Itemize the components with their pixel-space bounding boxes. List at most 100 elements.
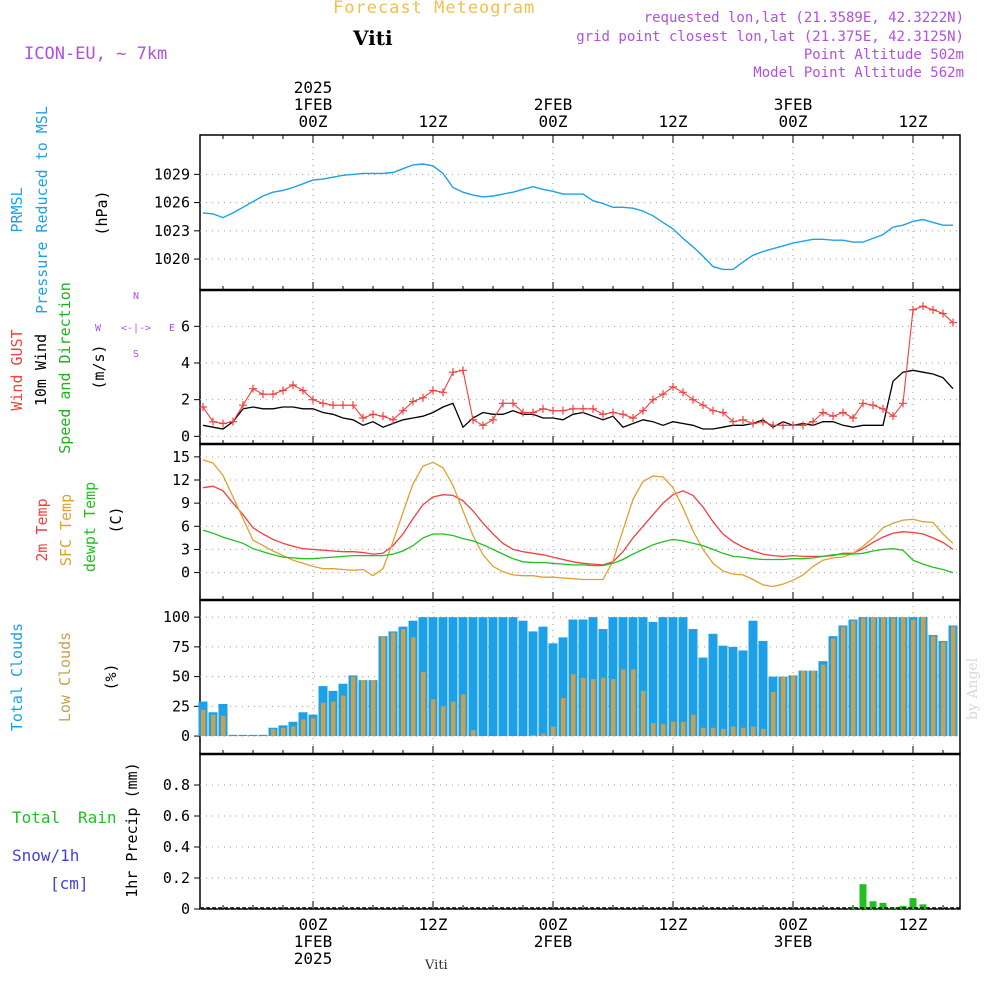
- gust-marker: [289, 381, 297, 389]
- total-cloud-bar: [668, 617, 678, 737]
- gust-marker: [909, 305, 917, 314]
- low-cloud-bar: [601, 677, 606, 737]
- low-cloud-bar: [671, 721, 676, 737]
- gust-marker: [579, 404, 587, 413]
- info-gridpoint: grid point closest lon,lat (21.375E, 42.…: [576, 29, 964, 45]
- low-cloud-bar: [331, 701, 336, 737]
- info-requested: requested lon,lat (21.3589E, 42.3222N): [643, 10, 964, 26]
- low-cloud-bar: [791, 675, 796, 737]
- low-cloud-bar: [561, 698, 566, 737]
- low-cloud-bar: [531, 734, 536, 737]
- pressure-line: [202, 163, 953, 271]
- low-cloud-bar: [891, 618, 896, 737]
- gust-marker: [309, 395, 317, 404]
- total-cloud-bar: [748, 620, 758, 737]
- y-tick-label: 1029: [154, 165, 190, 183]
- low-cloud-bar: [661, 724, 666, 737]
- svg-text:Total Clouds: Total Clouds: [8, 623, 26, 731]
- y-tick-label: 4: [181, 354, 190, 372]
- low-cloud-bar: [851, 620, 856, 737]
- total-cloud-bar: [758, 640, 768, 737]
- time-label-top: 00Z: [539, 112, 568, 131]
- gust-marker: [629, 414, 637, 422]
- precip-bar: [919, 904, 927, 909]
- gust-marker: [939, 309, 947, 318]
- gust-marker: [679, 388, 687, 397]
- low-cloud-bar: [301, 719, 306, 737]
- low-cloud-bar: [591, 678, 596, 737]
- gust-marker: [569, 404, 577, 413]
- low-cloud-bar: [281, 727, 286, 737]
- low-cloud-bar: [361, 680, 366, 737]
- gust-marker: [759, 417, 767, 426]
- total-cloud-bar: [498, 617, 508, 737]
- total-cloud-bar: [528, 631, 538, 737]
- total-cloud-bar: [478, 617, 488, 737]
- gust-marker: [229, 417, 237, 426]
- total-cloud-bar: [718, 645, 728, 737]
- total-cloud-bar: [698, 657, 708, 737]
- low-cloud-bar: [571, 674, 576, 737]
- low-cloud-bar: [211, 714, 216, 737]
- time-label-bottom: 00Z: [299, 915, 328, 934]
- low-cloud-bar: [701, 727, 706, 737]
- low-cloud-bar: [861, 618, 866, 737]
- gust-marker: [619, 410, 627, 419]
- time-label-top: 3FEB: [774, 95, 813, 114]
- time-label-bottom: 12Z: [419, 915, 448, 934]
- y-tick-label: 1020: [154, 250, 190, 268]
- y-tick-label: 0.8: [163, 776, 190, 794]
- gust-marker: [849, 414, 857, 422]
- low-cloud-bar: [541, 733, 546, 737]
- low-cloud-bar: [941, 642, 946, 737]
- low-cloud-bar: [741, 727, 746, 737]
- pressure-label-desc: Pressure Reduced to MSL: [33, 106, 51, 314]
- y-tick-label: 50: [172, 668, 190, 686]
- gust-marker: [649, 395, 657, 404]
- precip-label-snow: Snow/1h: [12, 846, 79, 865]
- station-name: Viti: [353, 26, 393, 50]
- gust-marker: [379, 412, 387, 421]
- precip-bar: [869, 901, 877, 909]
- gust-marker: [239, 401, 247, 410]
- low-cloud-bar: [371, 680, 376, 737]
- footer-station: Viti: [425, 958, 448, 973]
- pressure-label-prmsl: PRMSL: [8, 187, 26, 232]
- low-cloud-bar: [471, 730, 476, 737]
- y-tick-label: 6: [181, 317, 190, 335]
- low-cloud-bar: [551, 726, 556, 737]
- time-label-bottom: 3FEB: [774, 932, 813, 951]
- total-cloud-bar: [428, 617, 438, 737]
- gust-marker: [789, 421, 797, 430]
- temp-label-2m: 2m Temp: [33, 498, 51, 561]
- time-label-top: 1FEB: [294, 95, 333, 114]
- low-cloud-bar: [761, 728, 766, 737]
- compass-s: S: [133, 349, 139, 360]
- gust-marker: [419, 393, 427, 402]
- total-cloud-bar: [728, 646, 738, 737]
- low-cloud-bar: [221, 715, 226, 737]
- low-cloud-bar: [201, 709, 206, 737]
- sfc-temp-line: [202, 459, 954, 588]
- time-label-top: 12Z: [659, 112, 688, 131]
- gust-marker: [729, 417, 737, 426]
- panel-frame-temperature: [199, 443, 961, 601]
- time-label-bottom: 2025: [294, 949, 333, 968]
- total-cloud-bar: [228, 734, 238, 737]
- gust-marker: [659, 390, 667, 399]
- svg-text:10m Wind: 10m Wind: [32, 334, 50, 406]
- clouds-label-total: Total Clouds: [8, 623, 26, 731]
- low-cloud-bar: [691, 714, 696, 737]
- gust-marker: [439, 388, 447, 397]
- low-cloud-bar: [311, 718, 316, 737]
- gust-marker: [889, 412, 897, 421]
- time-label-top: 00Z: [779, 112, 808, 131]
- low-cloud-bar: [771, 692, 776, 737]
- total-cloud-bar: [538, 626, 548, 737]
- total-cloud-bar: [558, 637, 568, 737]
- y-tick-label: 1023: [154, 222, 190, 240]
- gust-marker: [879, 404, 887, 413]
- low-cloud-bar: [751, 726, 756, 737]
- y-tick-label: 0.2: [163, 869, 190, 887]
